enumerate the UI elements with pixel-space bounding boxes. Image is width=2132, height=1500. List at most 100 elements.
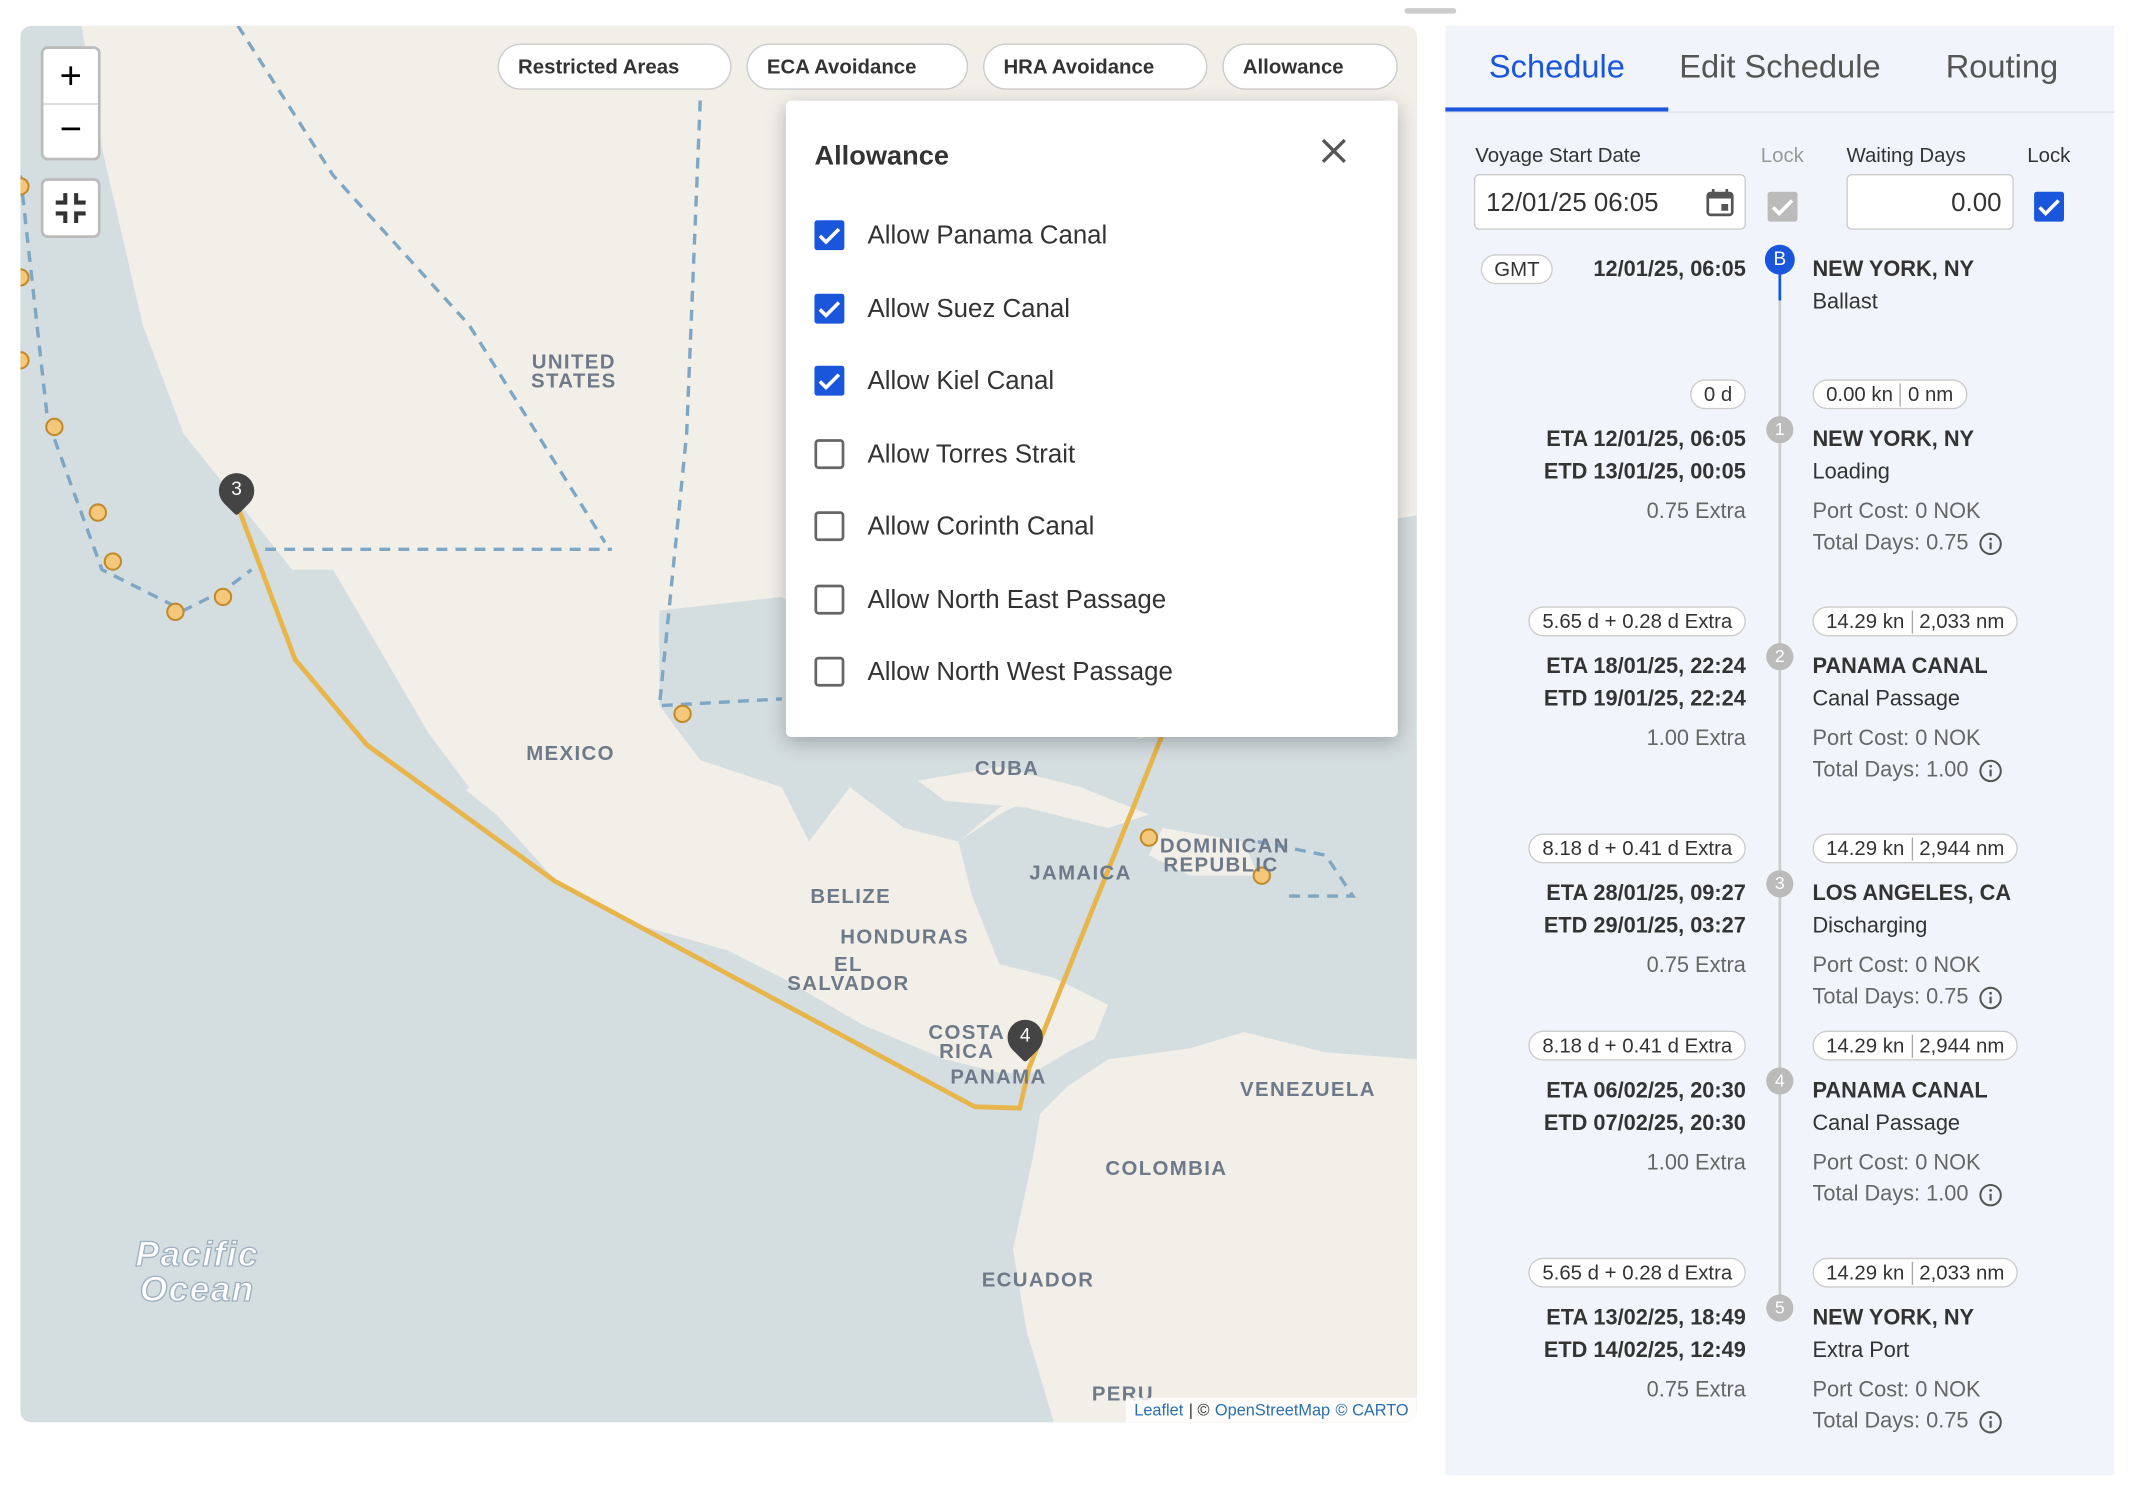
port-name: PANAMA CANAL: [1812, 655, 1988, 679]
port-activity: Canal Passage: [1812, 1112, 1961, 1136]
allowance-checkbox[interactable]: [813, 655, 846, 688]
fullscreen-icon: [55, 193, 86, 223]
eca-points: [20, 177, 1271, 885]
allowance-option[interactable]: Allow Corinth Canal: [867, 512, 1095, 542]
info-icon[interactable]: [1978, 1410, 2002, 1434]
tab[interactable]: Schedule: [1488, 48, 1625, 86]
extra-days: 0.75 Extra: [1646, 954, 1746, 978]
filter-label: ECA Avoidance: [766, 55, 917, 79]
hispaniola: [1148, 828, 1258, 876]
allowance-option[interactable]: Allow Suez Canal: [867, 294, 1070, 323]
waiting-days-input[interactable]: 0.00: [1846, 174, 2014, 230]
map[interactable]: + − Restricted Areas ECA Avoidance HRA Avoid…: [20, 25, 1417, 1423]
filter-label: HRA Avoidance: [1003, 55, 1155, 79]
south-america-west: [836, 1113, 1054, 1423]
leg-duration: 0 d: [1690, 379, 1746, 410]
port-activity: Loading: [1812, 460, 1890, 485]
port-name: NEW YORK, NY: [1812, 258, 1975, 282]
filter-dropdown[interactable]: Allowance: [1222, 43, 1398, 90]
calendar-icon[interactable]: [1704, 186, 1737, 219]
eta: ETA 06/02/25, 20:30: [1546, 1079, 1746, 1103]
waiting-days-value: 0.00: [1951, 188, 2002, 218]
info-icon[interactable]: [1978, 759, 2002, 783]
allowance-option[interactable]: Allow Kiel Canal: [867, 367, 1055, 396]
map-label: UNITED STATES: [530, 350, 617, 393]
close-button[interactable]: [1316, 133, 1351, 168]
map-label: BELIZE: [810, 885, 892, 909]
eta: ETA 13/02/25, 18:49: [1546, 1306, 1746, 1330]
filter-dropdown[interactable]: Restricted Areas: [497, 43, 732, 90]
date-input[interactable]: 12/01/25 06:05: [1473, 174, 1746, 230]
filter-label: Allowance: [1242, 55, 1344, 79]
port-name: NEW YORK, NY: [1812, 428, 1975, 452]
zoom-control: + −: [40, 46, 101, 161]
port-activity: Ballast: [1812, 290, 1878, 315]
eta: ETA 18/01/25, 22:24: [1546, 655, 1746, 679]
allowance-checkbox[interactable]: [813, 510, 846, 543]
filter-dropdown[interactable]: HRA Avoidance: [983, 43, 1208, 90]
leg-speed-value: 0.00 kn: [1826, 382, 1902, 406]
port-cost: Port Cost: 0 NOK: [1812, 1151, 1981, 1175]
tab[interactable]: Edit Schedule: [1679, 48, 1881, 86]
tab[interactable]: Routing: [1945, 48, 2059, 86]
filter-dropdown[interactable]: ECA Avoidance: [746, 43, 969, 90]
fullscreen-button[interactable]: [40, 178, 101, 238]
leg-speed: 14.29 kn 2,944 nm: [1812, 833, 2018, 864]
port-marker: [1766, 416, 1794, 444]
allowance-option[interactable]: Allow North East Passage: [867, 585, 1167, 614]
total-days-text: Total Days: 0.75: [1812, 1409, 1969, 1434]
port-activity: Extra Port: [1812, 1339, 1910, 1363]
total-days-text: Total Days: 0.75: [1812, 985, 1969, 1009]
port-cost: Port Cost: 0 NOK: [1812, 727, 1981, 751]
attribution-text[interactable]: Leaflet: [1134, 1400, 1184, 1420]
map-label: COLOMBIA: [1105, 1157, 1228, 1181]
caribbean: [958, 787, 1417, 1060]
attribution-text[interactable]: OpenStreetMap: [1214, 1400, 1331, 1420]
etd: ETD 07/02/25, 20:30: [1543, 1112, 1746, 1136]
allowance-option[interactable]: Allow Panama Canal: [867, 221, 1108, 251]
info-icon[interactable]: [1978, 532, 2002, 556]
route-marker-label: 3: [231, 477, 242, 500]
map-label: Pacific Ocean: [135, 1233, 259, 1310]
etd: ETD 19/01/25, 22:24: [1543, 688, 1746, 712]
port-marker-label: 4: [1774, 1070, 1785, 1091]
total-days-text: Total Days: 1.00: [1812, 758, 1969, 782]
total-days: Total Days: 0.75: [1812, 1410, 2002, 1434]
total-days: Total Days: 1.00: [1812, 1183, 2002, 1207]
leg-speed: 0.00 kn 0 nm: [1812, 379, 1967, 410]
field-label: Voyage Start Date: [1475, 144, 1641, 168]
popup-title: Allowance: [814, 141, 949, 172]
allowance-checkbox[interactable]: [813, 292, 846, 325]
close-icon: [1321, 138, 1346, 163]
extra-days: 1.00 Extra: [1646, 727, 1746, 751]
leg-speed-value: 14.29 kn: [1826, 1034, 1913, 1058]
leg-distance: 2,033 nm: [1919, 609, 2005, 633]
leg-distance: 2,944 nm: [1919, 1034, 2005, 1058]
map-label: VENEZUELA: [1240, 1078, 1376, 1102]
tab-indicator: [1445, 107, 1669, 112]
lock-checkbox[interactable]: [2033, 190, 2066, 223]
extra-days: 1.00 Extra: [1646, 1151, 1746, 1175]
port-activity: Canal Passage: [1812, 688, 1961, 712]
attribution-text[interactable]: © CARTO: [1335, 1400, 1409, 1420]
allowance-checkbox[interactable]: [813, 219, 846, 252]
map-label: CUBA: [974, 757, 1040, 781]
info-icon[interactable]: [1978, 986, 2002, 1010]
allowance-checkbox[interactable]: [813, 583, 846, 616]
map-label: HONDURAS: [840, 925, 970, 950]
zoom-in-button[interactable]: +: [43, 49, 98, 105]
zoom-out-button[interactable]: −: [59, 107, 82, 150]
port-marker-label: 5: [1774, 1297, 1785, 1318]
allowance-checkbox[interactable]: [813, 437, 846, 470]
start-marker-label: B: [1773, 247, 1787, 270]
port-marker-label: 3: [1774, 872, 1785, 894]
allowance-option[interactable]: Allow North West Passage: [867, 658, 1173, 687]
drag-handle[interactable]: [1404, 8, 1457, 14]
allowance-option[interactable]: Allow Torres Strait: [867, 439, 1076, 469]
map-label: DOMINICAN REPUBLIC: [1159, 834, 1290, 877]
allowance-checkbox[interactable]: [813, 364, 846, 397]
attribution: Leaflet | © OpenStreetMap © CARTO: [1126, 1397, 1417, 1423]
info-icon[interactable]: [1978, 1183, 2002, 1207]
